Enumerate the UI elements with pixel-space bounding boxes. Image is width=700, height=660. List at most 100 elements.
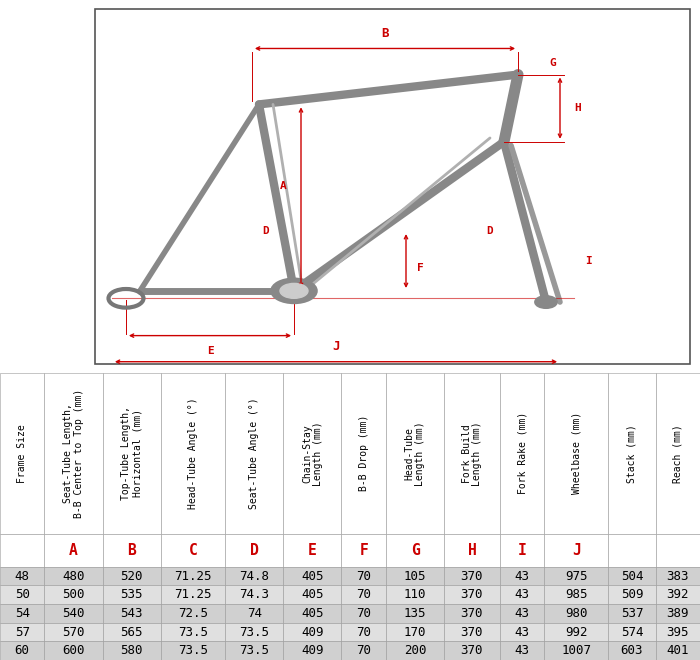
- Bar: [45, 642, 103, 660]
- Bar: [225, 534, 284, 567]
- Bar: [444, 585, 500, 604]
- Bar: [608, 585, 655, 604]
- Text: 370: 370: [461, 626, 483, 638]
- Bar: [45, 604, 103, 622]
- Bar: [0, 622, 45, 642]
- Bar: [161, 585, 225, 604]
- Bar: [500, 604, 545, 622]
- Text: 60: 60: [15, 644, 29, 657]
- Text: 992: 992: [565, 626, 587, 638]
- Bar: [500, 622, 545, 642]
- Text: 600: 600: [62, 644, 85, 657]
- Text: 405: 405: [301, 607, 323, 620]
- Text: Wheelbase (mm): Wheelbase (mm): [571, 412, 581, 494]
- Text: 70: 70: [356, 570, 371, 583]
- Bar: [444, 622, 500, 642]
- Bar: [284, 604, 342, 622]
- Bar: [161, 622, 225, 642]
- Bar: [444, 642, 500, 660]
- Text: 370: 370: [461, 644, 483, 657]
- Text: Frame Size: Frame Size: [18, 424, 27, 482]
- Bar: [103, 622, 161, 642]
- Text: 74.8: 74.8: [239, 570, 270, 583]
- Text: 43: 43: [514, 607, 529, 620]
- Bar: [655, 373, 700, 534]
- Bar: [545, 622, 608, 642]
- Text: 405: 405: [301, 588, 323, 601]
- Text: B: B: [127, 543, 136, 558]
- Text: 537: 537: [621, 607, 643, 620]
- Bar: [284, 622, 342, 642]
- Bar: [161, 567, 225, 585]
- Bar: [444, 534, 500, 567]
- Text: D: D: [486, 226, 493, 236]
- Text: F: F: [416, 263, 424, 273]
- Text: Chain-Stay
Length (mm): Chain-Stay Length (mm): [302, 421, 323, 486]
- Bar: [500, 567, 545, 585]
- Text: 540: 540: [62, 607, 85, 620]
- Text: Head-Tube
Length (mm): Head-Tube Length (mm): [405, 421, 426, 486]
- Bar: [608, 534, 655, 567]
- Bar: [386, 567, 444, 585]
- Bar: [284, 534, 342, 567]
- Bar: [161, 604, 225, 622]
- Text: 43: 43: [514, 644, 529, 657]
- Bar: [45, 622, 103, 642]
- Bar: [342, 585, 386, 604]
- Bar: [500, 585, 545, 604]
- Bar: [386, 373, 444, 534]
- Bar: [342, 604, 386, 622]
- Text: 74.3: 74.3: [239, 588, 270, 601]
- Text: 975: 975: [565, 570, 587, 583]
- Bar: [0, 373, 45, 534]
- Text: 500: 500: [62, 588, 85, 601]
- Text: 401: 401: [666, 644, 689, 657]
- Bar: [45, 373, 103, 534]
- Text: 200: 200: [404, 644, 426, 657]
- Text: 370: 370: [461, 570, 483, 583]
- Bar: [386, 534, 444, 567]
- Text: 43: 43: [514, 588, 529, 601]
- Text: A: A: [69, 543, 78, 558]
- Text: 43: 43: [514, 626, 529, 638]
- Bar: [655, 622, 700, 642]
- Text: E: E: [308, 543, 316, 558]
- Bar: [444, 567, 500, 585]
- Bar: [103, 604, 161, 622]
- Text: F: F: [359, 543, 368, 558]
- Bar: [284, 373, 342, 534]
- Text: Fork Rake (mm): Fork Rake (mm): [517, 412, 527, 494]
- Bar: [608, 567, 655, 585]
- Text: 543: 543: [120, 607, 143, 620]
- Bar: [225, 604, 284, 622]
- Text: 574: 574: [621, 626, 643, 638]
- Text: 985: 985: [565, 588, 587, 601]
- Text: G: G: [411, 543, 419, 558]
- Bar: [225, 567, 284, 585]
- Text: 504: 504: [621, 570, 643, 583]
- Bar: [225, 622, 284, 642]
- Bar: [545, 604, 608, 622]
- Bar: [444, 604, 500, 622]
- Text: 135: 135: [404, 607, 426, 620]
- Text: Seat-Tube Angle (°): Seat-Tube Angle (°): [249, 397, 259, 509]
- Bar: [45, 567, 103, 585]
- Bar: [386, 622, 444, 642]
- Text: 57: 57: [15, 626, 29, 638]
- Text: 43: 43: [514, 570, 529, 583]
- Bar: [225, 642, 284, 660]
- Bar: [545, 373, 608, 534]
- Text: 54: 54: [15, 607, 29, 620]
- Bar: [500, 373, 545, 534]
- Text: B: B: [382, 27, 388, 40]
- Bar: [103, 373, 161, 534]
- Bar: [45, 534, 103, 567]
- Text: 392: 392: [666, 588, 689, 601]
- Text: 535: 535: [120, 588, 143, 601]
- Bar: [655, 642, 700, 660]
- Bar: [608, 642, 655, 660]
- Bar: [500, 642, 545, 660]
- Text: 509: 509: [621, 588, 643, 601]
- Bar: [0, 534, 45, 567]
- Text: E: E: [206, 346, 214, 356]
